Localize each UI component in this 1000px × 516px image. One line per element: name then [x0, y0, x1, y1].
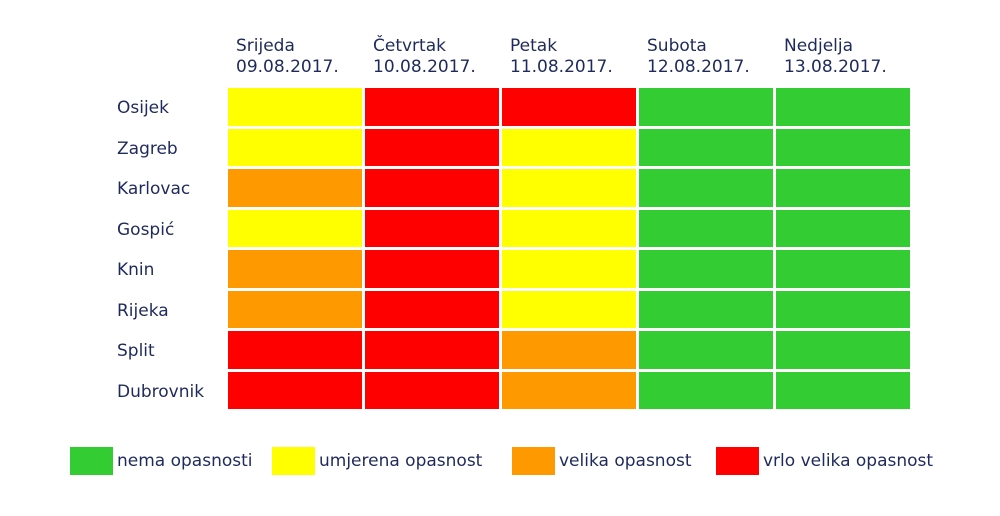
column-day: Petak [510, 36, 558, 56]
row-header: Split [117, 341, 155, 361]
column-day: Četvrtak [373, 36, 446, 56]
heatmap-cell [776, 331, 910, 369]
heatmap-cell [776, 250, 910, 288]
heatmap-cell [639, 88, 773, 126]
column-header: Subota 12.08.2017. [647, 36, 750, 78]
heatmap-cell [639, 169, 773, 207]
row-header: Dubrovnik [117, 381, 205, 402]
heatmap-cell [365, 128, 499, 166]
heatmap-cell [502, 331, 636, 369]
legend-swatch [512, 447, 555, 475]
heatmap-cell [228, 331, 362, 369]
heatmap-cell [776, 290, 910, 328]
row-header: Karlovac [117, 179, 191, 199]
heatmap-cell [365, 88, 499, 126]
legend-label: vrlo velika opasnost [763, 451, 934, 471]
heatmap-cell [228, 250, 362, 288]
column-date: 11.08.2017. [510, 57, 613, 77]
heatmap-cell [639, 290, 773, 328]
heatmap-cell [365, 290, 499, 328]
heatmap-cell [365, 169, 499, 207]
heatmap-cell [502, 128, 636, 166]
heatmap-cell [228, 169, 362, 207]
heatmap-cell [776, 209, 910, 247]
column-date: 13.08.2017. [784, 57, 887, 77]
heatmap-cell [228, 371, 362, 409]
heatmap-cell [502, 209, 636, 247]
row-header: Gospić [117, 219, 175, 240]
heatmap-cell [639, 209, 773, 247]
column-day: Subota [647, 36, 707, 56]
heatmap-cell [776, 371, 910, 409]
heatmap-cell [502, 371, 636, 409]
heatmap-cell [228, 88, 362, 126]
column-date: 12.08.2017. [647, 57, 750, 77]
heatmap-cell [365, 209, 499, 247]
column-header: Srijeda 09.08.2017. [236, 36, 339, 78]
row-header: Knin [117, 260, 155, 280]
heatmap-cell [502, 88, 636, 126]
column-day: Srijeda [236, 36, 295, 56]
legend-item: nema opasnosti [70, 446, 253, 476]
column-header: Četvrtak 10.08.2017. [373, 36, 476, 78]
heatmap-cell [639, 371, 773, 409]
legend-swatch [70, 447, 113, 475]
legend-item: velika opasnost [512, 446, 692, 476]
legend-swatch [272, 447, 315, 475]
heatmap-cell [228, 209, 362, 247]
heatmap-cell [776, 169, 910, 207]
row-header: Rijeka [117, 300, 169, 321]
heatmap-cell [228, 290, 362, 328]
legend-label: nema opasnosti [117, 451, 253, 471]
legend-label: velika opasnost [559, 451, 692, 471]
heatmap-cell [639, 331, 773, 369]
column-date: 09.08.2017. [236, 57, 339, 77]
heatmap-cell [639, 128, 773, 166]
column-header: Petak 11.08.2017. [510, 36, 613, 78]
heatmap-cell [365, 371, 499, 409]
heatmap-cell [365, 331, 499, 369]
heatmap-cell [502, 250, 636, 288]
legend-label: umjerena opasnost [319, 451, 483, 471]
column-date: 10.08.2017. [373, 57, 476, 77]
legend-item: umjerena opasnost [272, 446, 482, 476]
legend-swatch [716, 447, 759, 475]
heatmap-cell [776, 128, 910, 166]
heatmap-cell [639, 250, 773, 288]
heatmap-cell [502, 290, 636, 328]
heatmap-cell [776, 88, 910, 126]
column-day: Nedjelja [784, 36, 854, 56]
heatmap-cell [228, 128, 362, 166]
legend-item: vrlo velika opasnost [716, 446, 933, 476]
row-header: Osijek [117, 98, 169, 118]
column-header: Nedjelja 13.08.2017. [784, 36, 887, 78]
row-header: Zagreb [117, 138, 178, 159]
heatmap-cell [502, 169, 636, 207]
heatmap-cell [365, 250, 499, 288]
